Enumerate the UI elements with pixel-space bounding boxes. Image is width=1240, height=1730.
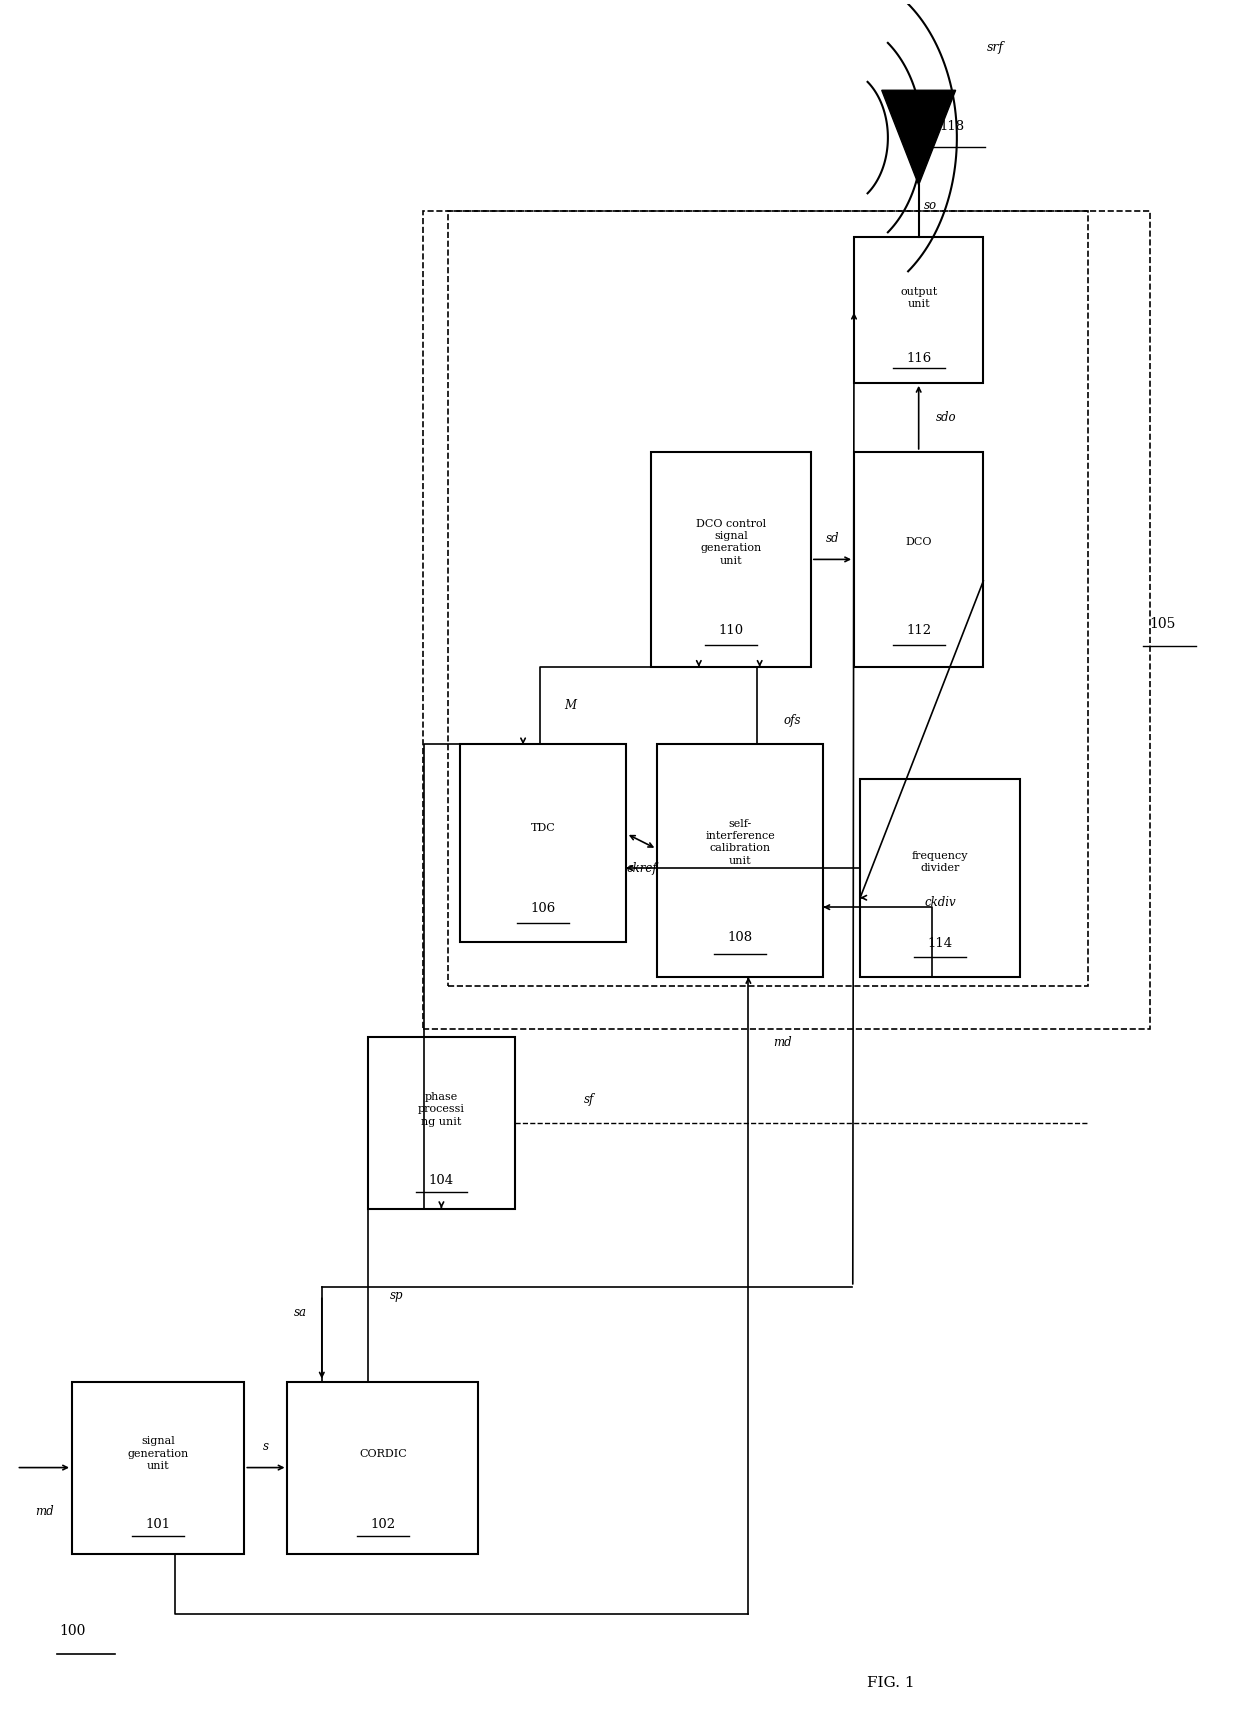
Text: FIG. 1: FIG. 1 — [867, 1676, 915, 1690]
Text: 100: 100 — [60, 1624, 86, 1638]
Text: ofs: ofs — [784, 714, 801, 727]
Bar — [651, 452, 811, 668]
Text: 105: 105 — [1149, 618, 1176, 631]
Text: md: md — [36, 1505, 55, 1519]
Text: 110: 110 — [718, 625, 744, 637]
Polygon shape — [882, 90, 956, 185]
Text: self-
interference
calibration
unit: self- interference calibration unit — [706, 818, 775, 865]
Text: phase
processi
ng unit: phase processi ng unit — [418, 1092, 465, 1126]
Bar — [657, 744, 823, 977]
Text: ckdiv: ckdiv — [925, 896, 956, 908]
Text: srf: srf — [987, 42, 1003, 54]
Bar — [288, 1382, 479, 1554]
Bar — [854, 452, 983, 668]
Bar — [72, 1382, 244, 1554]
Text: frequency
divider: frequency divider — [911, 851, 968, 874]
Text: output
unit: output unit — [900, 287, 937, 310]
Text: sf: sf — [584, 1093, 594, 1105]
Text: 102: 102 — [371, 1517, 396, 1531]
Bar — [423, 211, 1149, 1029]
Text: so: so — [924, 199, 936, 213]
Text: 101: 101 — [145, 1517, 171, 1531]
Text: sdo: sdo — [936, 410, 956, 424]
Text: sd: sd — [826, 533, 839, 545]
Text: M: M — [564, 699, 577, 713]
Bar — [367, 1038, 516, 1209]
Text: 104: 104 — [429, 1173, 454, 1187]
Text: DCO control
signal
generation
unit: DCO control signal generation unit — [696, 519, 766, 566]
Text: 108: 108 — [728, 931, 753, 945]
Text: 112: 112 — [906, 625, 931, 637]
Text: sa: sa — [294, 1306, 308, 1320]
Text: 116: 116 — [906, 351, 931, 365]
Bar — [448, 211, 1087, 986]
Bar — [861, 778, 1021, 977]
Text: CORDIC: CORDIC — [360, 1448, 407, 1458]
Text: TDC: TDC — [531, 823, 556, 832]
Text: s: s — [263, 1441, 269, 1453]
Text: signal
generation
unit: signal generation unit — [128, 1436, 188, 1470]
Bar — [854, 237, 983, 382]
Text: 118: 118 — [940, 119, 965, 133]
Text: ckref: ckref — [626, 862, 657, 874]
Text: DCO: DCO — [905, 538, 932, 547]
Text: 106: 106 — [531, 903, 556, 915]
Text: 114: 114 — [928, 936, 952, 950]
Text: sp: sp — [389, 1289, 403, 1303]
Bar — [460, 744, 626, 943]
Text: md: md — [773, 1036, 791, 1048]
